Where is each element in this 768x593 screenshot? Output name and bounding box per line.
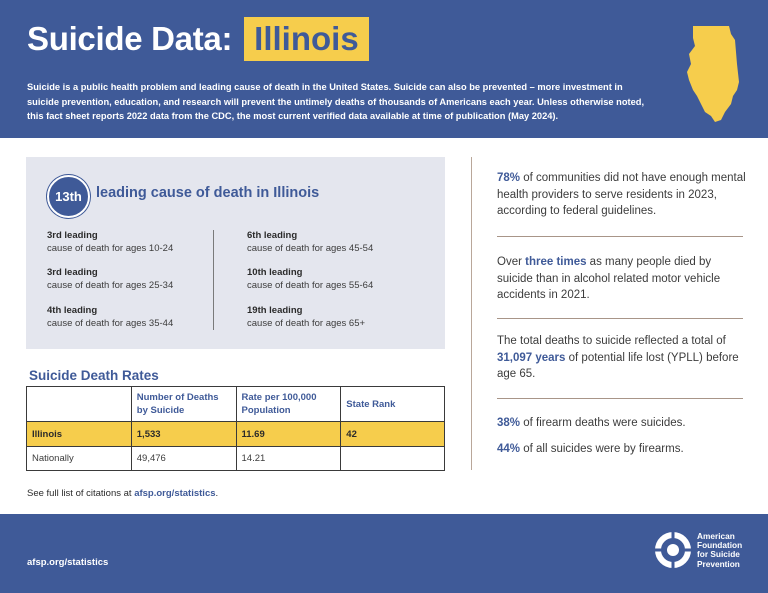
table-row-national: Nationally 49,476 14.21 [26,446,445,471]
table-cell: 49,476 [130,446,237,471]
rank-badge: 13th [47,175,90,218]
age-rank-sub: cause of death for ages 10-24 [47,243,174,254]
citation-note: See full list of citations at afsp.org/s… [27,488,218,499]
stat-pre: Over [497,256,526,268]
stat-highlight: 38% [497,417,521,429]
age-rank-item: 4th leading cause of death for ages 35-4… [47,304,173,330]
org-name-line: American [697,531,735,541]
afsp-lifebuoy-logo-icon [655,532,691,568]
age-rank-sub: cause of death for ages 35-44 [47,318,174,329]
rates-table: Number of Deaths by Suicide Rate per 100… [26,386,445,471]
table-cell: 11.69 [235,421,342,447]
org-name: American Foundation for Suicide Preventi… [697,531,743,569]
age-rank-label: 19th leading [247,305,303,316]
stat-highlight: 31,097 years [497,351,566,364]
citation-link[interactable]: afsp.org/statistics [134,488,216,499]
stat-post: as many people died by suicide than in a… [497,256,721,301]
table-cell: Illinois [26,421,132,447]
org-name-line: for Suicide [697,549,740,560]
age-rank-sub: cause of death for ages 65+ [247,318,366,329]
stat-post: of potential life lost (YPLL) before age… [497,351,739,381]
table-cell: 42 [340,421,445,447]
age-rank-label: 3rd leading [47,230,98,241]
org-name-line: Prevention [697,558,740,569]
footer-banner [0,514,768,593]
age-rank-label: 6th leading [247,230,298,241]
stat-divider [497,236,743,237]
stat-post: of firearm deaths were suicides. [520,417,686,429]
stat-post: of communities did not have enough menta… [497,172,746,217]
age-rank-label: 3rd leading [47,267,98,278]
org-name-line: Foundation [697,540,743,551]
table-cell [340,446,445,471]
table-header-cell: State Rank [340,386,445,422]
table-cell: 14.21 [235,446,342,471]
table-header-row: Number of Deaths by Suicide Rate per 100… [26,386,445,422]
stat-item: 38% of firearm deaths were suicides. [497,415,747,432]
illinois-state-map-icon [687,26,739,122]
intro-paragraph: Suicide is a public health problem and l… [27,82,645,121]
ranking-divider [213,230,214,330]
age-rank-sub: cause of death for ages 45-54 [247,243,374,254]
column-divider [471,157,472,470]
age-rank-label: 4th leading [47,305,98,316]
age-rank-item: 19th leading cause of death for ages 65+ [247,304,365,330]
age-rank-item: 6th leading cause of death for ages 45-5… [247,229,373,255]
stat-item: Over three times as many people died by … [497,254,747,304]
stat-highlight: 78% [497,172,521,184]
ranking-panel [26,157,445,349]
table-header-cell: Rate per 100,000 Population [235,386,342,422]
table-row-state: Illinois 1,533 11.69 42 [26,421,445,447]
rank-heading: leading cause of death in Illinois [96,185,320,201]
table-cell: Nationally [26,446,132,471]
table-header-cell [26,386,132,422]
stat-item: 78% of communities did not have enough m… [497,170,747,220]
table-cell: 1,533 [130,421,237,447]
page-title: Suicide Data: Illinois [27,17,369,61]
citation-suffix: . [215,488,219,499]
table-header-cell: Number of Deaths by Suicide [130,386,237,422]
age-rank-sub: cause of death for ages 55-64 [247,280,374,291]
stat-pre: The total deaths to suicide reflected a … [497,335,726,347]
age-rank-item: 10th leading cause of death for ages 55-… [247,266,373,292]
rates-title: Suicide Death Rates [29,368,159,383]
stat-divider [497,398,743,399]
stat-highlight: 44% [497,443,521,455]
title-state-name: Illinois [244,17,369,61]
age-rank-label: 10th leading [247,267,303,278]
age-rank-sub: cause of death for ages 25-34 [47,280,174,291]
header-banner [0,0,768,138]
stat-post: of all suicides were by firearms. [520,443,684,455]
title-text: Suicide Data: [27,20,233,57]
footer-link[interactable]: afsp.org/statistics [27,557,109,568]
age-rank-item: 3rd leading cause of death for ages 25-3… [47,266,173,292]
stat-divider [497,318,743,319]
citation-prefix: See full list of citations at [27,488,135,499]
stat-highlight: three times [525,256,587,268]
stat-item: The total deaths to suicide reflected a … [497,333,747,383]
age-rank-item: 3rd leading cause of death for ages 10-2… [47,229,173,255]
stat-item: 44% of all suicides were by firearms. [497,441,747,458]
